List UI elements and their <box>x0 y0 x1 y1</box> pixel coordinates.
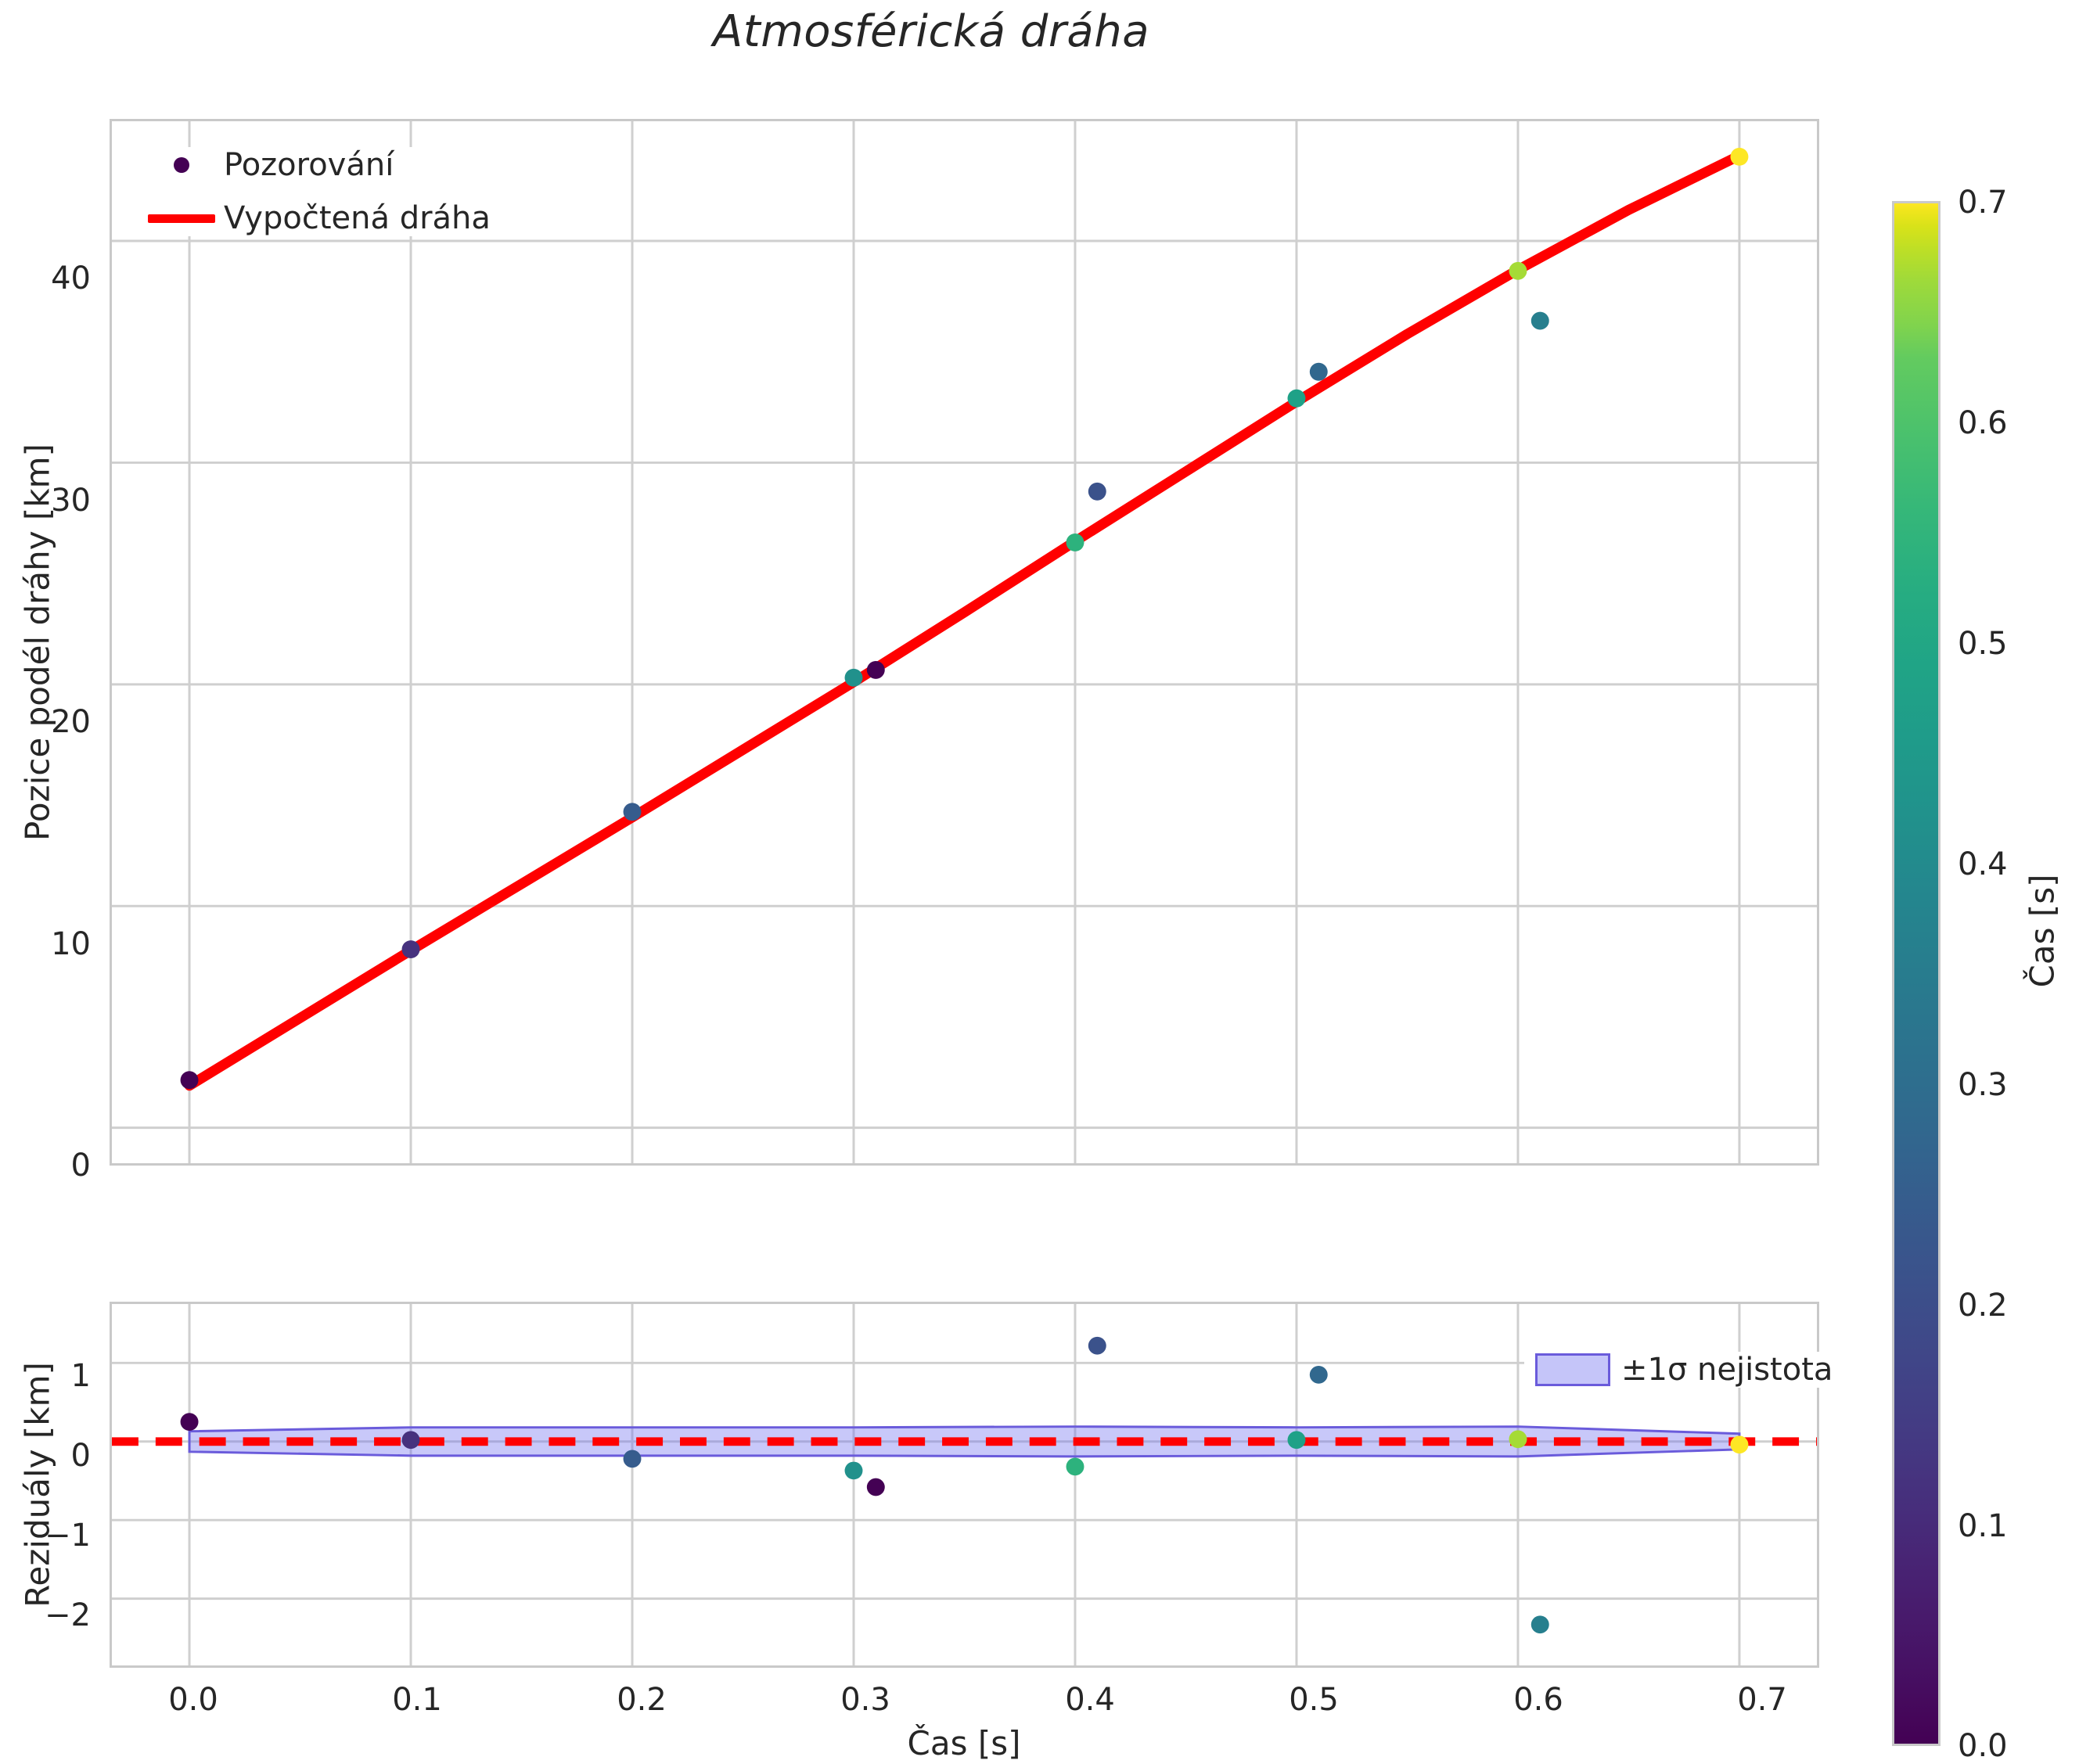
colorbar[interactable] <box>1892 201 1941 1746</box>
legend-entry-observations[interactable]: Pozorování <box>139 147 491 183</box>
observation-point[interactable] <box>180 1071 199 1090</box>
xtick-0.2: 0.2 <box>617 1682 667 1718</box>
observation-point[interactable] <box>623 803 642 821</box>
res-ytick-minus2: −2 <box>45 1597 91 1633</box>
main-plot-axes <box>110 119 1819 1166</box>
main-ytick-20: 20 <box>51 704 91 740</box>
band-swatch-icon <box>1524 1353 1621 1386</box>
main-plot-area <box>112 121 1817 1163</box>
observation-point[interactable] <box>1287 389 1306 408</box>
colorbar-tick-0.3: 0.3 <box>1958 1067 2008 1103</box>
colorbar-tick-0.7: 0.7 <box>1958 185 2008 221</box>
main-gridlines <box>112 121 1817 1163</box>
residual-point[interactable] <box>844 1461 863 1480</box>
legend-label-fit: Vypočtená dráha <box>224 200 491 236</box>
legend-label-uncertainty: ±1σ nejistota <box>1621 1352 1833 1388</box>
residual-ylabel: Reziduály [km] <box>18 1362 57 1608</box>
residual-point[interactable] <box>1509 1430 1527 1449</box>
colorbar-tick-0.2: 0.2 <box>1958 1288 2008 1324</box>
residual-point[interactable] <box>180 1413 199 1432</box>
observation-point[interactable] <box>1530 311 1549 330</box>
xtick-0.1: 0.1 <box>392 1682 442 1718</box>
xtick-0.0: 0.0 <box>168 1682 218 1718</box>
res-ytick-0: 0 <box>70 1438 91 1474</box>
main-ytick-0: 0 <box>70 1148 91 1184</box>
figure-title: Atmosférická dráha <box>712 6 1150 57</box>
legend-entry-uncertainty[interactable]: ±1σ nejistota <box>1524 1352 1833 1388</box>
xtick-0.4: 0.4 <box>1065 1682 1115 1718</box>
fit-line <box>184 150 1745 1091</box>
legend-label-observations: Pozorování <box>224 147 394 183</box>
residual-point[interactable] <box>866 1478 885 1496</box>
residual-point[interactable] <box>1066 1457 1084 1476</box>
residual-point[interactable] <box>1088 1336 1106 1355</box>
colorbar-tick-0.0: 0.0 <box>1958 1728 2008 1764</box>
observation-point[interactable] <box>844 668 863 687</box>
observation-point[interactable] <box>1509 261 1527 280</box>
main-ylabel: Pozice podél dráhy [km] <box>18 444 57 841</box>
colorbar-tick-0.1: 0.1 <box>1958 1508 2008 1544</box>
xaxis-label: Čas [s] <box>907 1724 1021 1762</box>
res-ytick-1: 1 <box>70 1358 91 1394</box>
residual-point[interactable] <box>1287 1431 1306 1450</box>
line-swatch-icon <box>139 214 224 223</box>
scatter-marker-icon <box>139 157 224 173</box>
legend-entry-fit[interactable]: Vypočtená dráha <box>139 200 491 236</box>
main-ytick-10: 10 <box>51 926 91 962</box>
xtick-0.5: 0.5 <box>1289 1682 1339 1718</box>
observation-point[interactable] <box>1088 482 1106 501</box>
xtick-0.6: 0.6 <box>1513 1682 1563 1718</box>
observation-point[interactable] <box>1309 362 1328 381</box>
residual-points <box>180 1336 1749 1634</box>
colorbar-tick-0.5: 0.5 <box>1958 626 2008 662</box>
observation-point[interactable] <box>401 940 420 958</box>
xtick-0.7: 0.7 <box>1737 1682 1787 1718</box>
main-ytick-40: 40 <box>51 260 91 296</box>
observation-point[interactable] <box>1066 534 1084 551</box>
colorbar-tick-0.4: 0.4 <box>1958 846 2008 882</box>
residual-point[interactable] <box>1530 1615 1549 1634</box>
xtick-0.3: 0.3 <box>840 1682 890 1718</box>
residual-point[interactable] <box>1309 1366 1328 1384</box>
residual-point[interactable] <box>623 1450 642 1468</box>
main-plot-svg <box>112 121 1817 1163</box>
residual-plot-area <box>112 1304 1817 1665</box>
colorbar-label: Čas [s] <box>2023 874 2062 988</box>
res-ytick-minus1: −1 <box>45 1518 91 1554</box>
residual-plot-svg <box>112 1304 1817 1665</box>
residual-point[interactable] <box>1730 1435 1749 1454</box>
observation-points <box>180 147 1749 1090</box>
colorbar-tick-0.6: 0.6 <box>1958 405 2008 441</box>
main-ytick-30: 30 <box>51 483 91 519</box>
residual-point[interactable] <box>401 1431 420 1450</box>
observation-point[interactable] <box>1730 147 1749 166</box>
main-legend: Pozorování Vypočtená dráha <box>139 147 491 236</box>
residual-legend: ±1σ nejistota <box>1524 1352 1833 1388</box>
observation-point[interactable] <box>866 660 885 679</box>
